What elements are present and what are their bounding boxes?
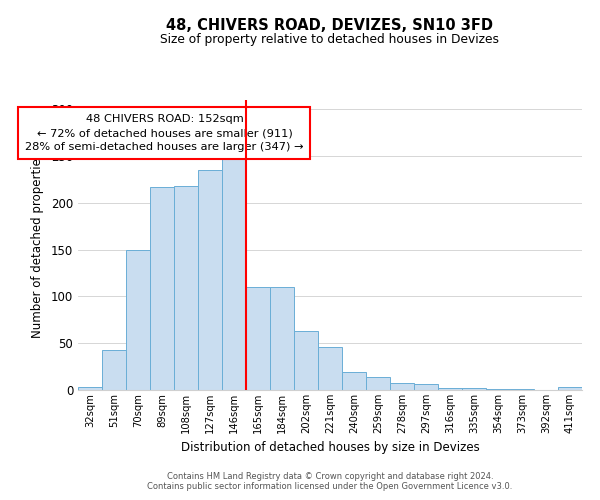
Bar: [174, 186, 198, 390]
Bar: [510, 389, 534, 390]
Text: Contains public sector information licensed under the Open Government Licence v3: Contains public sector information licen…: [148, 482, 512, 491]
Bar: [486, 389, 510, 390]
Bar: [342, 372, 366, 390]
Text: Contains HM Land Registry data © Crown copyright and database right 2024.: Contains HM Land Registry data © Crown c…: [167, 472, 493, 481]
Bar: [78, 387, 102, 390]
Bar: [270, 287, 294, 390]
Text: 48 CHIVERS ROAD: 152sqm
← 72% of detached houses are smaller (911)
28% of semi-d: 48 CHIVERS ROAD: 152sqm ← 72% of detache…: [25, 114, 304, 152]
Bar: [294, 331, 318, 390]
Bar: [558, 387, 582, 390]
Bar: [390, 382, 414, 390]
Bar: [246, 287, 270, 390]
Bar: [102, 350, 126, 390]
Bar: [222, 159, 246, 390]
Bar: [198, 170, 222, 390]
Bar: [126, 250, 150, 390]
Bar: [438, 388, 462, 390]
Bar: [318, 347, 342, 390]
Bar: [366, 377, 390, 390]
Bar: [414, 384, 438, 390]
Y-axis label: Number of detached properties: Number of detached properties: [31, 152, 44, 338]
Bar: [150, 187, 174, 390]
Text: Size of property relative to detached houses in Devizes: Size of property relative to detached ho…: [161, 32, 499, 46]
Bar: [462, 388, 486, 390]
X-axis label: Distribution of detached houses by size in Devizes: Distribution of detached houses by size …: [181, 442, 479, 454]
Text: 48, CHIVERS ROAD, DEVIZES, SN10 3FD: 48, CHIVERS ROAD, DEVIZES, SN10 3FD: [167, 18, 493, 32]
